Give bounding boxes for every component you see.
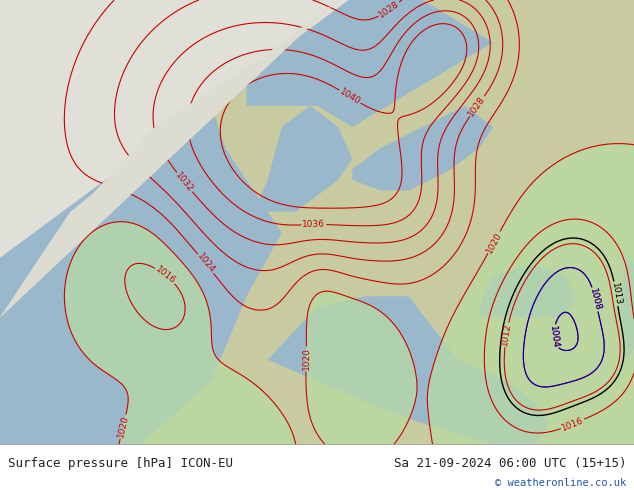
Text: Sa 21-09-2024 06:00 UTC (15+15): Sa 21-09-2024 06:00 UTC (15+15) [394, 457, 626, 470]
Text: 1020: 1020 [116, 415, 130, 439]
Polygon shape [479, 265, 578, 318]
Text: 1032: 1032 [174, 171, 195, 194]
Polygon shape [0, 0, 338, 318]
Text: 1004: 1004 [548, 325, 560, 348]
Text: 1028: 1028 [377, 0, 401, 20]
Text: 1016: 1016 [153, 265, 178, 286]
Polygon shape [0, 0, 349, 444]
Text: 1012: 1012 [500, 323, 513, 347]
Polygon shape [0, 0, 281, 444]
Polygon shape [247, 296, 550, 444]
Text: 1036: 1036 [302, 220, 325, 229]
Text: 1016: 1016 [560, 416, 585, 433]
Text: 1020: 1020 [301, 347, 311, 370]
Polygon shape [254, 106, 353, 212]
Polygon shape [620, 254, 634, 360]
Polygon shape [0, 0, 338, 318]
Text: 1028: 1028 [467, 94, 488, 118]
Text: 1040: 1040 [338, 87, 362, 106]
Text: 1024: 1024 [195, 252, 216, 275]
Text: © weatheronline.co.uk: © weatheronline.co.uk [495, 478, 626, 488]
Text: 1008: 1008 [588, 287, 602, 312]
Text: 1008: 1008 [588, 287, 602, 312]
Text: 1004: 1004 [548, 325, 560, 348]
Polygon shape [353, 106, 493, 191]
Text: 1020: 1020 [484, 230, 503, 255]
Text: Surface pressure [hPa] ICON-EU: Surface pressure [hPa] ICON-EU [8, 457, 233, 470]
Text: 1013: 1013 [610, 282, 623, 306]
Polygon shape [247, 0, 493, 127]
